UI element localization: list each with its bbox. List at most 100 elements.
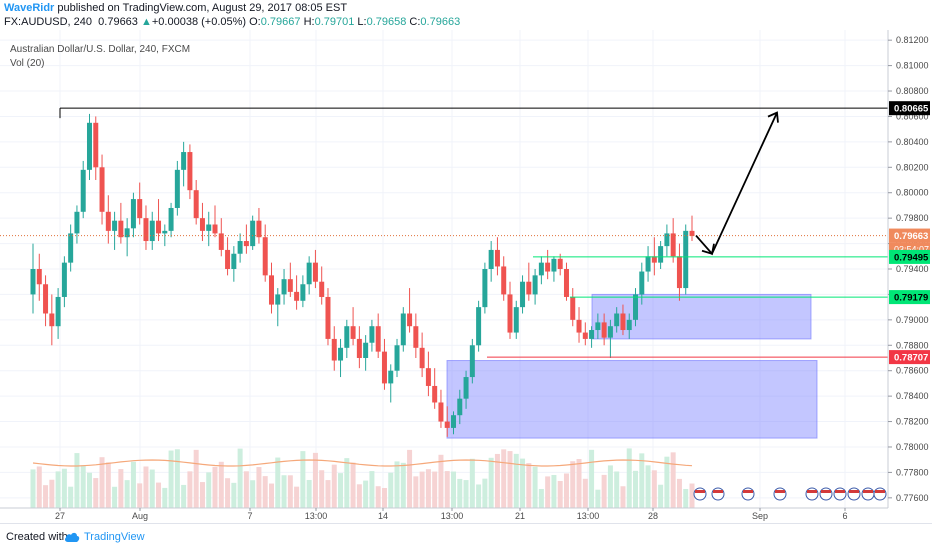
projection-arrows[interactable] (695, 111, 779, 256)
flag-icon[interactable] (741, 487, 755, 501)
candle-body[interactable] (432, 385, 438, 403)
candle-body[interactable] (658, 246, 664, 263)
candle-body[interactable] (670, 233, 676, 257)
candle-body[interactable] (174, 169, 180, 208)
candle-body[interactable] (156, 220, 162, 234)
candle-body[interactable] (375, 326, 381, 352)
candle-body[interactable] (520, 281, 526, 308)
candle-body[interactable] (457, 398, 463, 416)
candle-body[interactable] (664, 233, 670, 247)
candle-body[interactable] (651, 256, 657, 263)
candle-body[interactable] (451, 415, 457, 428)
candle-body[interactable] (400, 313, 406, 346)
candle-body[interactable] (494, 249, 500, 267)
candle-body[interactable] (49, 313, 55, 327)
candle-body[interactable] (294, 291, 300, 301)
candle-body[interactable] (557, 258, 563, 269)
candle-body[interactable] (338, 347, 344, 361)
candle-body[interactable] (545, 262, 551, 272)
candle-body[interactable] (149, 220, 155, 242)
candle-body[interactable] (620, 313, 626, 331)
demand-zone[interactable] (446, 360, 818, 439)
candle-body[interactable] (676, 256, 682, 289)
candle-body[interactable] (99, 167, 105, 212)
candle-body[interactable] (262, 237, 268, 276)
candle-body[interactable] (143, 218, 149, 242)
candle-body[interactable] (419, 347, 425, 369)
candle-body[interactable] (413, 326, 419, 348)
candle-body[interactable] (589, 330, 595, 339)
flag-icon[interactable] (693, 487, 707, 501)
candle-body[interactable] (319, 281, 325, 297)
candle-body[interactable] (225, 249, 231, 269)
tradingview-brand[interactable]: TradingView (84, 531, 145, 543)
candle-body[interactable] (482, 269, 488, 308)
candle-body[interactable] (325, 296, 331, 339)
flag-icon[interactable] (819, 487, 833, 501)
candle-body[interactable] (532, 275, 538, 295)
candle-body[interactable] (112, 220, 118, 231)
candle-body[interactable] (137, 199, 143, 219)
candle-body[interactable] (68, 233, 74, 263)
candle-body[interactable] (626, 319, 632, 331)
candle-body[interactable] (237, 241, 243, 254)
candle-body[interactable] (444, 421, 450, 428)
candle-body[interactable] (689, 230, 695, 236)
candle-body[interactable] (501, 266, 507, 295)
candle-body[interactable] (43, 284, 49, 314)
candle-body[interactable] (268, 275, 274, 305)
candle-body[interactable] (187, 152, 193, 191)
candle-body[interactable] (55, 296, 61, 327)
candle-body[interactable] (582, 332, 588, 339)
candle-body[interactable] (407, 313, 413, 327)
flag-icon[interactable] (805, 487, 819, 501)
candle-body[interactable] (86, 122, 92, 170)
candle-body[interactable] (394, 345, 400, 371)
demand-zone[interactable] (591, 293, 812, 340)
flag-icon[interactable] (847, 487, 861, 501)
candle-body[interactable] (607, 326, 613, 338)
candle-body[interactable] (350, 326, 356, 339)
candle-body[interactable] (469, 345, 475, 378)
candle-body[interactable] (118, 220, 124, 238)
candle-body[interactable] (381, 351, 387, 384)
candle-body[interactable] (124, 228, 130, 238)
candle-body[interactable] (645, 256, 651, 272)
candle-body[interactable] (551, 258, 557, 272)
candle-body[interactable] (513, 307, 519, 333)
candle-body[interactable] (243, 241, 249, 247)
flag-icon[interactable] (711, 487, 725, 501)
candle-body[interactable] (250, 220, 256, 247)
candle-body[interactable] (563, 269, 569, 297)
candle-body[interactable] (206, 224, 212, 231)
candle-body[interactable] (231, 253, 237, 269)
flag-icon[interactable] (773, 487, 787, 501)
candle-body[interactable] (306, 262, 312, 285)
chart-frame[interactable]: 0.81200 0.81000 0.80800 0.80600 0.80400 0.802… (0, 30, 932, 522)
candle-body[interactable] (639, 271, 645, 295)
candle-body[interactable] (683, 230, 689, 289)
candle-body[interactable] (576, 319, 582, 333)
candle-body[interactable] (162, 230, 168, 234)
candle-body[interactable] (595, 322, 601, 331)
candle-body[interactable] (181, 152, 187, 170)
candle-body[interactable] (388, 370, 394, 384)
candle-body[interactable] (312, 262, 318, 282)
candle-body[interactable] (344, 326, 350, 348)
candle-body[interactable] (36, 269, 42, 285)
candle-body[interactable] (61, 262, 67, 297)
candle-body[interactable] (74, 211, 80, 234)
candle-body[interactable] (614, 313, 620, 327)
candle-body[interactable] (463, 377, 469, 399)
price-chart[interactable]: 0.81200 0.81000 0.80800 0.80600 0.80400 0.802… (0, 30, 932, 522)
candle-body[interactable] (356, 338, 362, 358)
candle-body[interactable] (168, 207, 174, 231)
candle-body[interactable] (80, 169, 86, 212)
candle-body[interactable] (281, 279, 287, 295)
flag-icon[interactable] (873, 487, 887, 501)
candle-body[interactable] (538, 262, 544, 276)
candle-body[interactable] (199, 218, 205, 231)
candle-body[interactable] (601, 322, 607, 338)
candle-body[interactable] (93, 122, 99, 168)
candle-body[interactable] (256, 220, 262, 238)
